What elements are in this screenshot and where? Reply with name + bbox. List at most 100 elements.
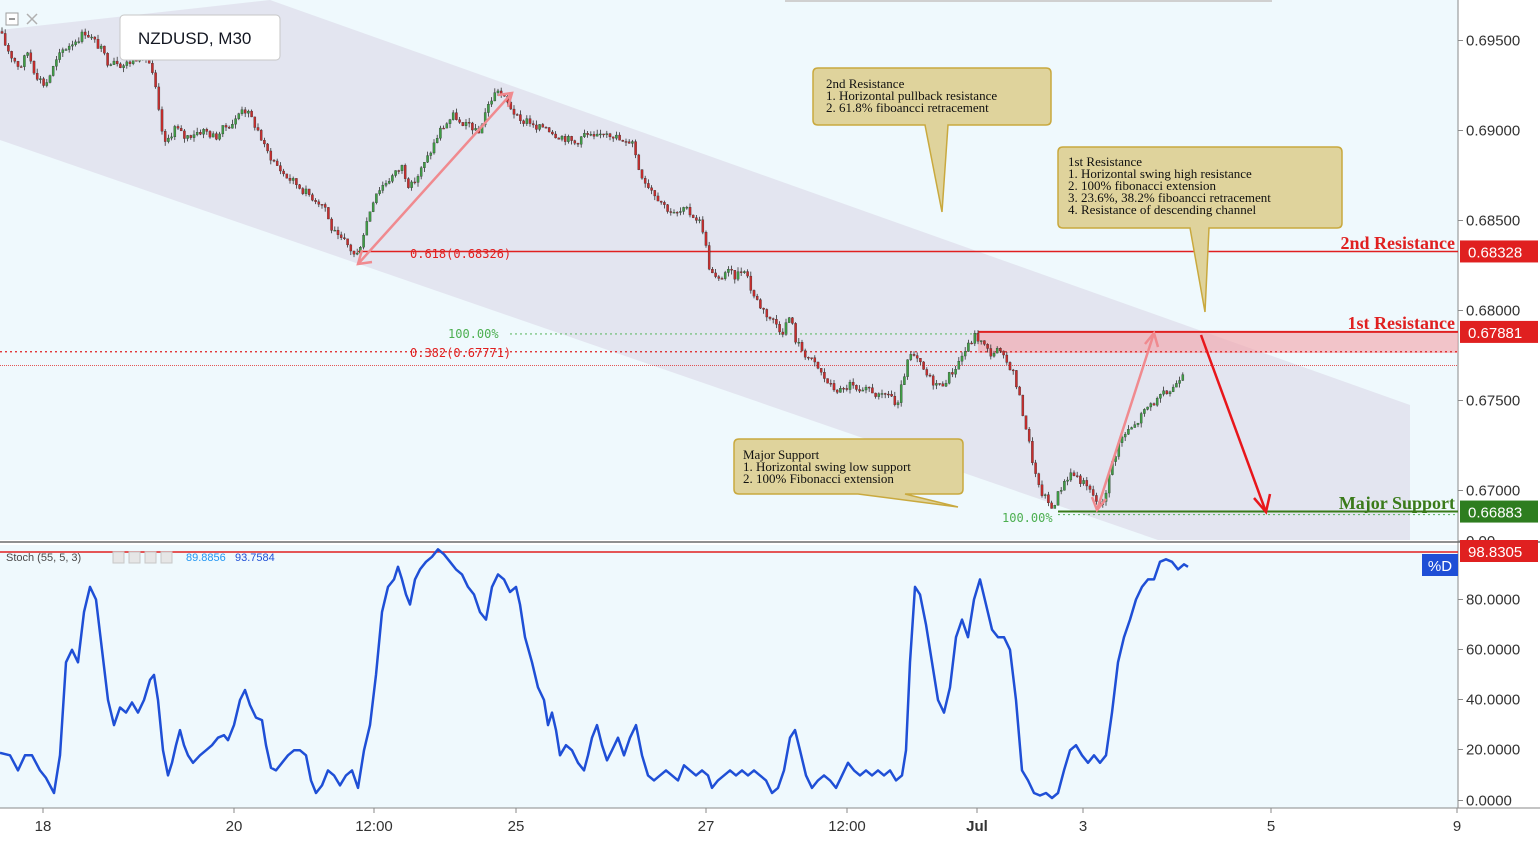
candle	[637, 153, 641, 171]
stoch-settings-icon[interactable]	[128, 551, 141, 564]
candle	[467, 117, 471, 128]
stoch-remove-icon[interactable]	[160, 551, 173, 564]
candle	[112, 57, 116, 65]
candle	[1136, 422, 1140, 428]
candle	[1159, 393, 1162, 403]
candle	[1143, 408, 1146, 417]
stoch-tick-label: 40.0000	[1466, 692, 1520, 709]
candle	[151, 60, 154, 75]
candle	[595, 129, 599, 137]
callout-2nd-title: 2nd Resistance	[826, 76, 905, 91]
candle	[362, 233, 365, 250]
candle	[7, 43, 10, 55]
candle	[666, 203, 669, 214]
candle	[448, 118, 452, 128]
candle	[855, 384, 858, 392]
candle	[77, 37, 81, 44]
symbol-box[interactable]: NZDUSD, M30	[119, 14, 281, 61]
candle	[1095, 492, 1098, 505]
candle	[935, 379, 938, 390]
candle	[45, 78, 49, 88]
candle	[832, 380, 836, 392]
callout-2nd-line: 2. 61.8% fiboancci retracement	[826, 100, 989, 115]
close-icon[interactable]	[26, 13, 38, 25]
candle	[378, 187, 381, 196]
candle	[1085, 477, 1089, 491]
time-tick-label: 25	[508, 818, 525, 835]
candle	[589, 131, 593, 137]
svg-text:%D: %D	[1428, 558, 1452, 575]
candle	[119, 62, 122, 69]
candle	[266, 142, 269, 154]
candle	[781, 328, 785, 338]
level-name-major-support: Major Support	[1339, 493, 1455, 513]
candle	[259, 128, 263, 141]
candle	[999, 347, 1002, 353]
stoch-legend-buttons[interactable]	[112, 551, 173, 564]
candle	[439, 125, 442, 141]
candle	[327, 207, 330, 220]
candle	[730, 265, 733, 275]
candle	[416, 174, 420, 187]
candle	[368, 211, 372, 222]
candle	[957, 357, 961, 370]
stoch-eye-icon[interactable]	[112, 551, 125, 564]
svg-text:0.66883: 0.66883	[1468, 505, 1522, 522]
candle	[432, 139, 436, 155]
candle	[695, 215, 698, 224]
candle	[698, 216, 701, 224]
candle	[13, 57, 17, 64]
candle	[973, 330, 977, 347]
candle	[960, 352, 964, 366]
candle	[295, 178, 298, 189]
candle	[823, 368, 826, 383]
candle	[189, 134, 193, 140]
candle	[563, 133, 567, 146]
candle	[525, 115, 529, 126]
candle	[445, 122, 449, 129]
callout-support-line: 1. Horizontal swing low support	[743, 459, 911, 474]
candle	[618, 132, 621, 141]
candle	[800, 339, 804, 352]
candle	[835, 389, 839, 395]
candle	[234, 115, 237, 129]
candle	[784, 318, 788, 336]
candle	[944, 379, 948, 388]
candle	[163, 129, 167, 146]
svg-text:2nd Resistance 1. Horizo: 2nd Resistance 1. Horizontal pullback re…	[826, 76, 1000, 115]
candle	[727, 266, 730, 277]
candle	[154, 69, 157, 89]
candle	[1031, 437, 1034, 466]
candle	[704, 230, 708, 248]
candle	[602, 133, 605, 138]
stoch-add-icon[interactable]	[144, 551, 157, 564]
callout-support-title: Major Support	[743, 447, 820, 462]
candle	[819, 368, 823, 376]
price-axis-bg	[1458, 0, 1540, 838]
candle	[1091, 485, 1095, 497]
candle	[186, 134, 189, 142]
collapse-icon[interactable]	[5, 12, 19, 26]
time-tick-label: 20	[226, 818, 243, 835]
candle	[1075, 471, 1079, 478]
candle	[90, 34, 93, 41]
fib-label: 100.00%	[448, 327, 499, 341]
stoch-k-value: 89.8856	[186, 552, 226, 564]
candle	[170, 132, 173, 141]
stoch-panel-bg	[0, 545, 1458, 808]
candle	[845, 384, 849, 392]
candle	[99, 43, 103, 53]
candle	[509, 100, 513, 110]
candle	[464, 119, 468, 130]
candle	[291, 176, 295, 185]
candle	[61, 47, 65, 57]
candle	[285, 173, 289, 179]
candle	[202, 128, 205, 139]
candle	[1168, 390, 1172, 397]
swing-arrow-1-head-a	[356, 249, 373, 266]
candle	[458, 117, 461, 124]
candle	[938, 383, 941, 386]
candle	[554, 131, 557, 139]
candle	[279, 162, 282, 175]
